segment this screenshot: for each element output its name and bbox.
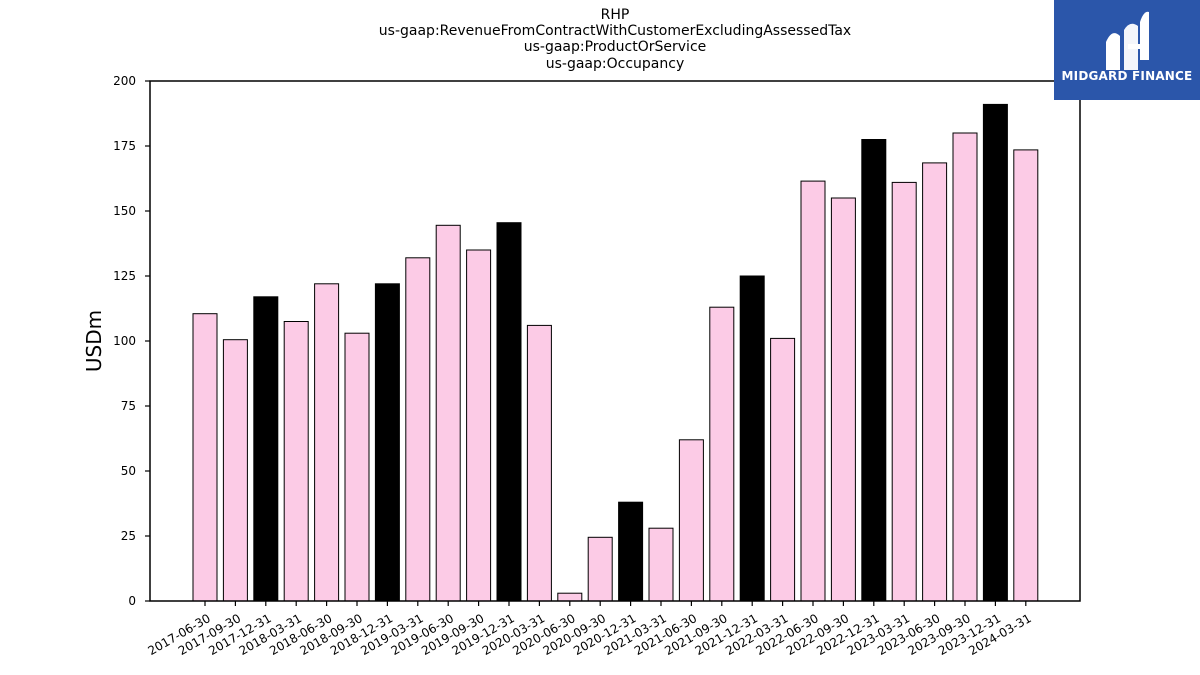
bar-2019-03-31 xyxy=(405,257,431,602)
y-tick-label: 125 xyxy=(113,269,136,283)
x-axis-ticks: 2017-06-302017-09-302017-12-312018-03-31… xyxy=(145,601,1034,658)
bar-2017-06-30 xyxy=(192,313,218,602)
y-tick-label: 100 xyxy=(113,334,136,348)
bar-2018-03-31 xyxy=(283,321,309,602)
bar-2023-12-31 xyxy=(982,103,1008,602)
chart-title-axis: us-gaap:ProductOrService xyxy=(523,39,707,55)
bar-2022-12-31 xyxy=(861,139,887,602)
bar-2021-06-30 xyxy=(678,439,704,602)
chart-title-member: us-gaap:Occupancy xyxy=(545,56,685,72)
bar-2021-09-30 xyxy=(709,306,735,602)
bar-2018-09-30 xyxy=(344,332,370,602)
midgard-finance-logo: MIDGARD FINANCE xyxy=(1054,0,1200,100)
bar-2023-03-31 xyxy=(891,181,917,602)
logo-text: MIDGARD FINANCE xyxy=(1061,69,1193,83)
plot-frame xyxy=(149,80,1081,602)
bar-2020-12-31 xyxy=(618,501,644,602)
bar-2020-09-30 xyxy=(587,536,613,602)
bar-2021-12-31 xyxy=(739,275,765,602)
bar-2020-03-31 xyxy=(526,324,552,602)
bar-2017-09-30 xyxy=(222,339,248,602)
y-tick-label: 200 xyxy=(113,74,136,88)
y-axis-ticks: 0 25 50 75 100 125 150 175 200 xyxy=(113,74,150,608)
midgard-logo-icon xyxy=(1106,11,1149,70)
bar-2017-12-31 xyxy=(253,296,279,602)
bar-2020-06-30 xyxy=(557,592,583,602)
bar-2023-06-30 xyxy=(922,162,948,602)
bar-2019-06-30 xyxy=(435,224,461,602)
bar-2019-12-31 xyxy=(496,222,522,602)
y-tick-label: 150 xyxy=(113,204,136,218)
bar-2022-06-30 xyxy=(800,180,826,602)
bar-2024-03-31 xyxy=(1013,149,1039,602)
bar-2021-03-31 xyxy=(648,527,674,602)
bar-2018-12-31 xyxy=(374,283,400,602)
chart-title-ticker: RHP xyxy=(600,7,630,23)
bars-group xyxy=(192,103,1039,602)
y-tick-label: 0 xyxy=(128,594,136,608)
y-tick-label: 175 xyxy=(113,139,136,153)
bar-2019-09-30 xyxy=(466,249,492,602)
bar-2022-09-30 xyxy=(830,197,856,602)
bar-2018-06-30 xyxy=(314,283,340,602)
y-axis-label: USDm xyxy=(82,309,106,373)
y-tick-label: 25 xyxy=(121,529,136,543)
y-tick-label: 75 xyxy=(121,399,136,413)
bar-2023-09-30 xyxy=(952,132,978,602)
chart-title-concept: us-gaap:RevenueFromContractWithCustomerE… xyxy=(378,23,852,39)
bar-2022-03-31 xyxy=(770,337,796,602)
y-tick-label: 50 xyxy=(121,464,136,478)
